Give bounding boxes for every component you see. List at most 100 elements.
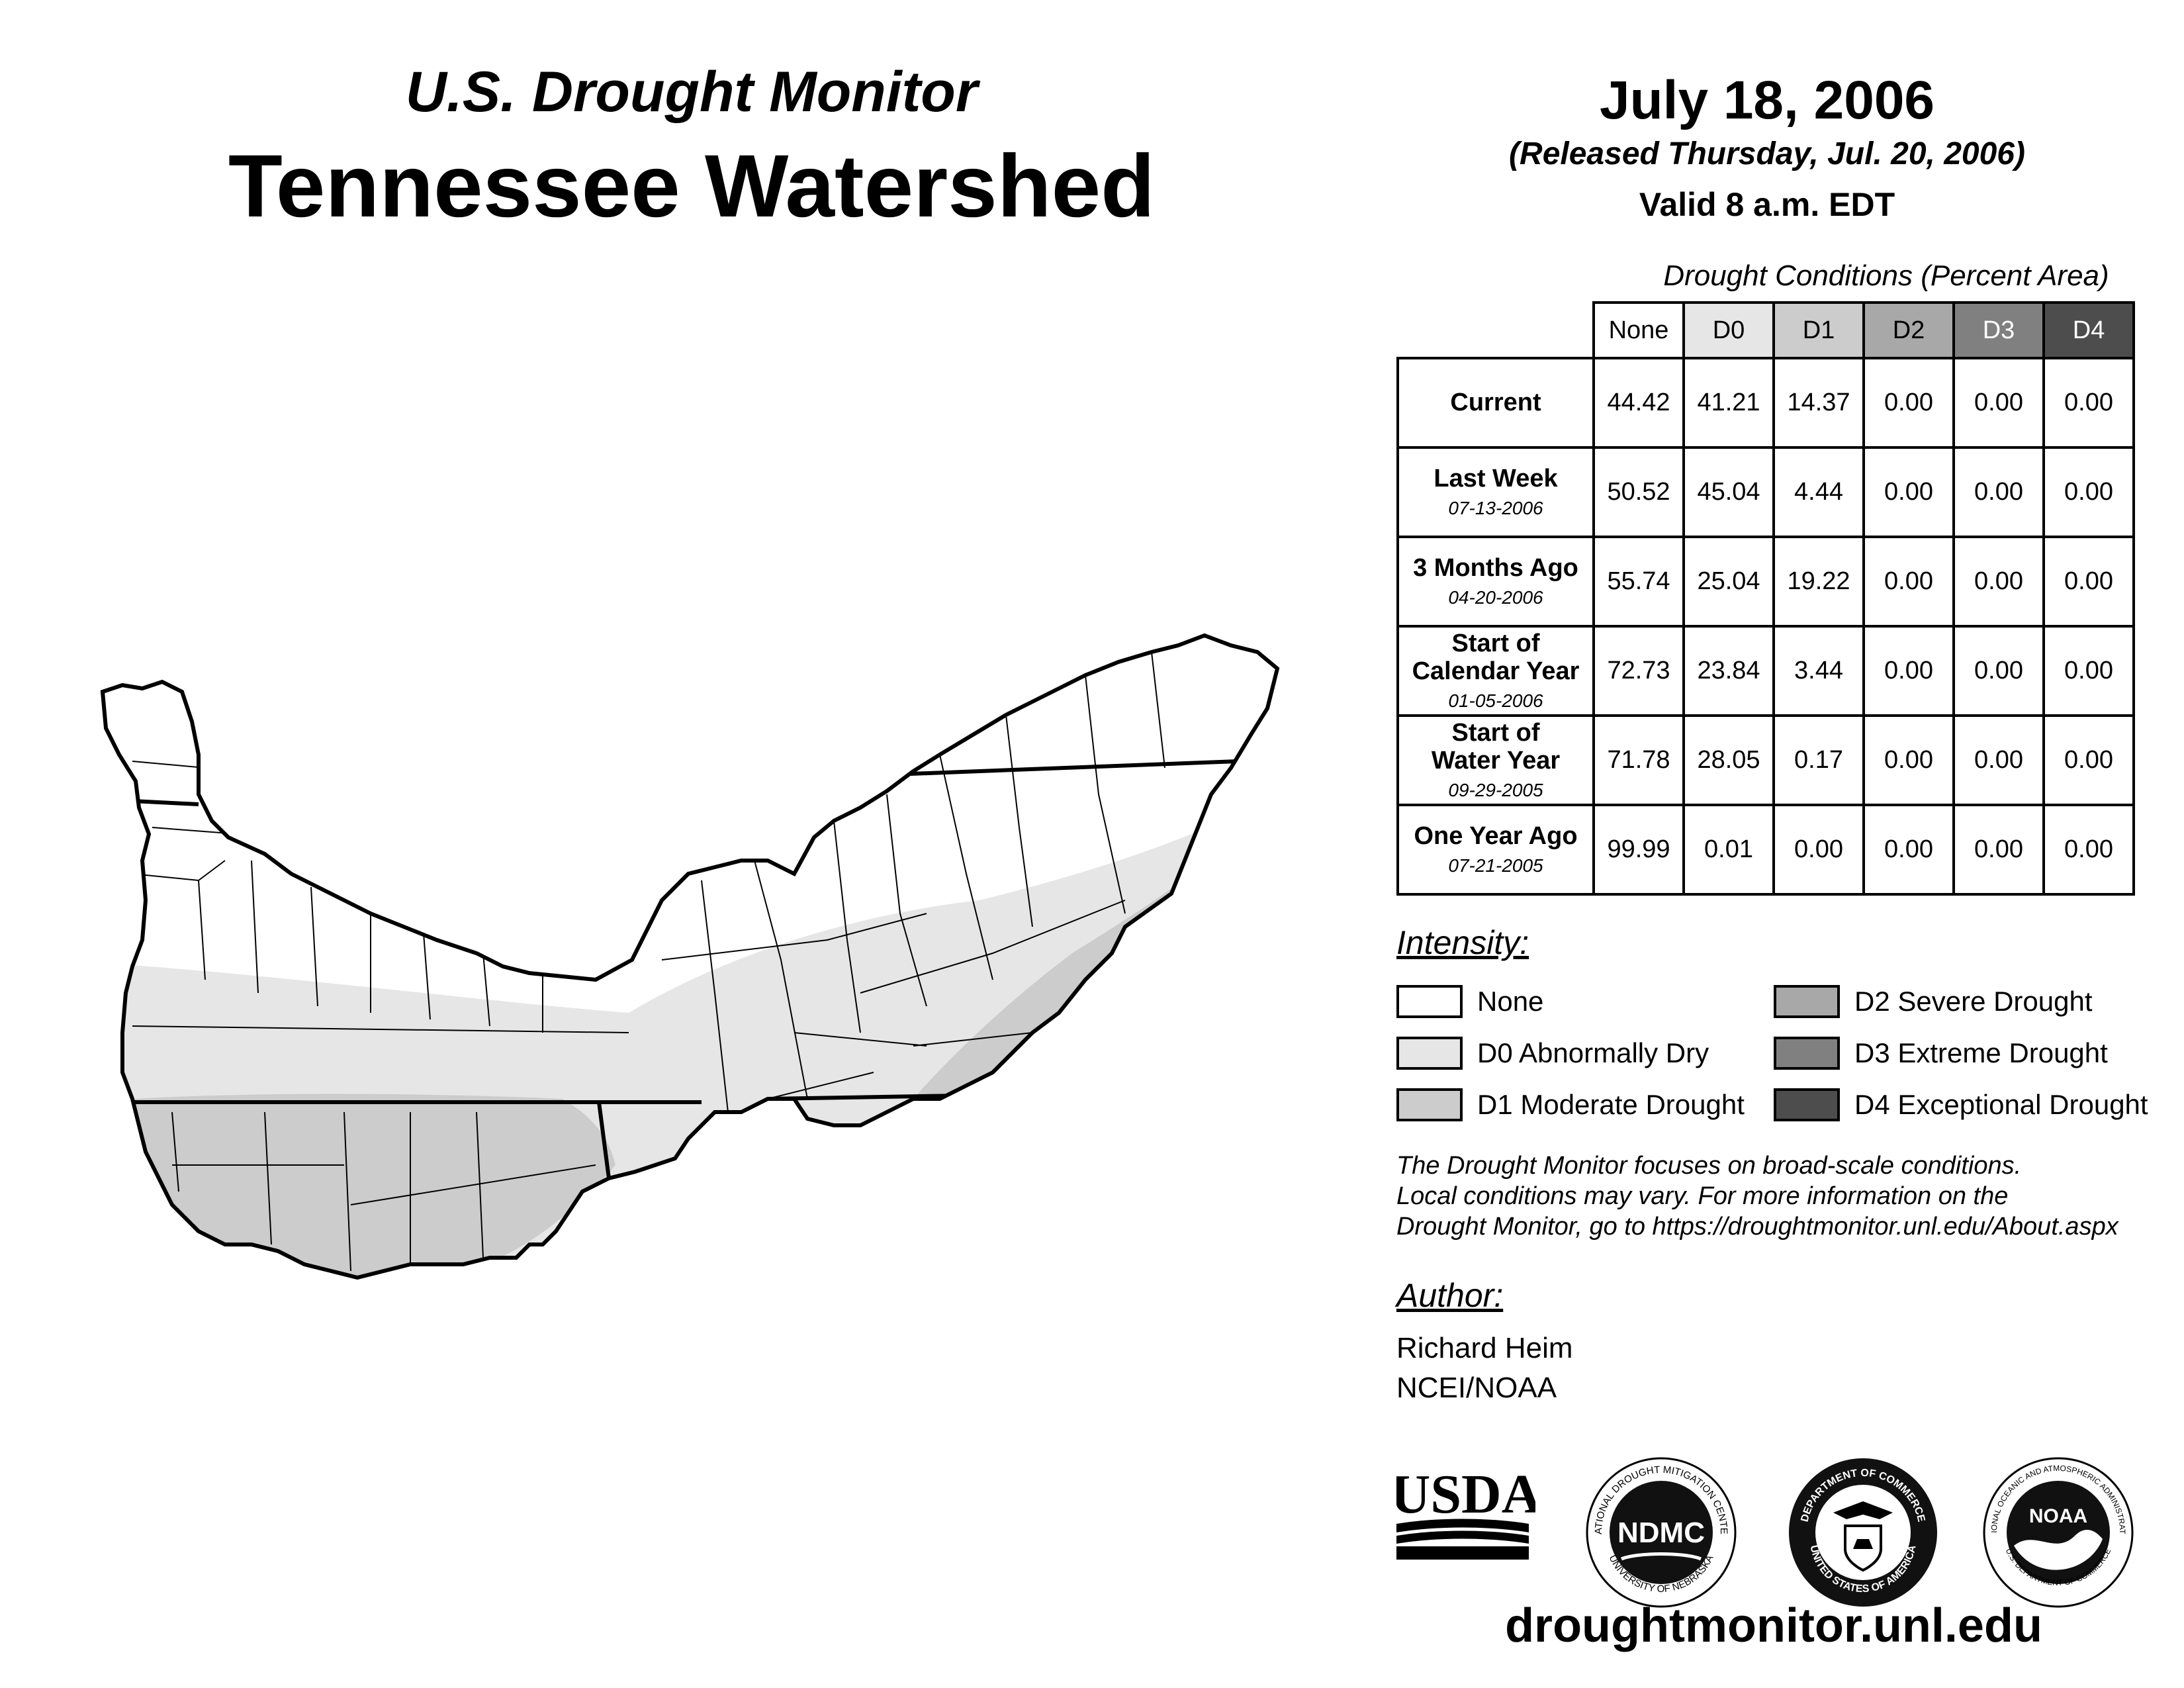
table-row: Last Week 07-13-2006 50.52 45.04 4.44 0.00 0.0… [1396,446,2135,538]
table-cell: 55.74 [1592,536,1685,628]
legend-title: Intensity: [1396,924,1529,961]
valid-time: Valid 8 a.m. EDT [1639,186,1895,223]
legend-item: D3 Extreme Drought [1774,1035,2108,1072]
table-row: Start of Calendar Year 01-05-2006 72.73 23.8… [1396,625,2135,717]
legend-swatch [1396,985,1463,1018]
table-row: 3 Months Ago 04-20-2006 55.74 25.04 19.22 0.0… [1396,536,2135,628]
table-caption: Drought Conditions (Percent Area) [1663,259,2109,292]
row-date: 01-05-2006 [1448,690,1543,711]
row-label-text: One Year Ago [1414,822,1578,851]
legend-item: D0 Abnormally Dry [1396,1035,1709,1072]
row-label-text: Last Week [1433,465,1558,493]
table-cell: 0.00 [1862,714,1955,806]
legend-label: None [1477,986,1544,1017]
row-label: Start of Water Year 09-29-2005 [1396,714,1595,806]
note-line-2: Local conditions may vary. For more info… [1396,1182,2009,1210]
noaa-logo: NATIONAL OCEANIC AND ATMOSPHERIC ADMINIS… [1982,1456,2134,1608]
row-label-text: Current [1450,388,1541,416]
row-label-text-2: Calendar Year [1412,657,1580,686]
site-url[interactable]: droughtmonitor.unl.edu [1505,1599,2042,1652]
table-cell: 50.52 [1592,446,1685,538]
table-cell: 0.00 [1952,804,2045,896]
table-cell: 0.01 [1682,804,1775,896]
table-cell: 72.73 [1592,625,1685,717]
map-title: Tennessee Watershed [228,137,1156,236]
table-cell: 0.17 [1772,714,1865,806]
note-line-3: Drought Monitor, go to https://droughtmo… [1396,1213,2118,1241]
table-cell: 23.84 [1682,625,1775,717]
table-cell: 0.00 [1862,357,1955,449]
author-name: Richard Heim [1396,1332,1573,1364]
row-date: 09-29-2005 [1448,779,1543,800]
table-cell: 4.44 [1772,446,1865,538]
table-cell: 0.00 [2042,714,2135,806]
col-none: None [1592,301,1685,359]
eagle-icon [1833,1501,1893,1519]
table-cell: 0.00 [1862,804,1955,896]
row-label: 3 Months Ago 04-20-2006 [1396,536,1595,628]
author-heading: Author: [1396,1277,1504,1314]
table-cell: 0.00 [1952,714,2045,806]
table-cell: 99.99 [1592,804,1685,896]
table-cell: 0.00 [1952,625,2045,717]
table-cell: 44.42 [1592,357,1685,449]
table-cell: 25.04 [1682,536,1775,628]
table-cell: 0.00 [1952,536,2045,628]
legend-label: D4 Exceptional Drought [1854,1089,2148,1120]
row-date: 04-20-2006 [1448,587,1543,608]
table-cell: 0.00 [1862,446,1955,538]
commerce-seal: DEPARTMENT OF COMMERCE UNITED STATES OF … [1789,1458,1937,1607]
legend-item: D1 Moderate Drought [1396,1086,1745,1123]
legend-swatch [1774,1037,1840,1070]
seabird-icon [2014,1529,2103,1570]
table-row: One Year Ago 07-21-2005 99.99 0.01 0.00 0.00 0… [1396,804,2135,896]
legend-item: None [1396,983,1543,1020]
legend-label: D2 Severe Drought [1854,986,2093,1017]
shield-icon [1844,1524,1882,1572]
legend-swatch [1396,1037,1463,1070]
col-d0: D0 [1682,301,1775,359]
table-cell: 45.04 [1682,446,1775,538]
table-row: Current 44.42 41.21 14.37 0.00 0.00 0.00 [1396,357,2135,449]
row-label-text-2: Water Year [1431,747,1561,775]
table-row: Start of Water Year 09-29-2005 71.78 28.05 0.… [1396,714,2135,806]
legend-swatch [1396,1088,1463,1121]
table-cell: 19.22 [1772,536,1865,628]
table-cell: 0.00 [1952,446,2045,538]
col-d4: D4 [2042,301,2135,359]
table-cell: 0.00 [1952,357,2045,449]
author-org: NCEI/NOAA [1396,1372,1557,1404]
legend-label: D0 Abnormally Dry [1477,1037,1709,1068]
note-line-1: The Drought Monitor focuses on broad-sca… [1396,1152,2022,1180]
legend-swatch [1774,985,1840,1018]
row-date: 07-21-2005 [1448,855,1543,876]
legend-swatch [1774,1088,1840,1121]
table-cell: 14.37 [1772,357,1865,449]
table-header-row: None D0 D1 D2 D3 D4 [1398,301,2135,359]
map-subtitle: U.S. Drought Monitor [405,60,978,124]
table-cell: 0.00 [2042,804,2135,896]
usda-logo: USDA [1396,1464,1535,1560]
row-label-text: Start of [1451,630,1540,658]
col-d3: D3 [1952,301,2045,359]
table-cell: 71.78 [1592,714,1685,806]
row-label: Start of Calendar Year 01-05-2006 [1396,625,1595,717]
table-cell: 0.00 [1772,804,1865,896]
table-cell: 0.00 [2042,446,2135,538]
row-label-text: 3 Months Ago [1413,554,1578,583]
row-label: Current [1396,357,1595,449]
drought-conditions-table: None D0 D1 D2 D3 D4 Current 44.42 41.21 14.… [1396,301,2135,896]
usda-logo-text: USDA [1396,1464,1535,1525]
row-label: One Year Ago 07-21-2005 [1396,804,1595,896]
row-label: Last Week 07-13-2006 [1396,446,1595,538]
table-cell: 41.21 [1682,357,1775,449]
table-cell: 0.00 [2042,357,2135,449]
table-cell: 0.00 [1862,536,1955,628]
table-cell: 3.44 [1772,625,1865,717]
row-label-text: Start of [1451,719,1540,747]
svg-text:NDMC: NDMC [1617,1517,1705,1549]
svg-text:NOAA: NOAA [2029,1505,2087,1527]
table-corner [1398,303,1594,358]
disclaimer-note: The Drought Monitor focuses on broad-sca… [1396,1150,2177,1242]
legend-label: D1 Moderate Drought [1477,1089,1745,1120]
